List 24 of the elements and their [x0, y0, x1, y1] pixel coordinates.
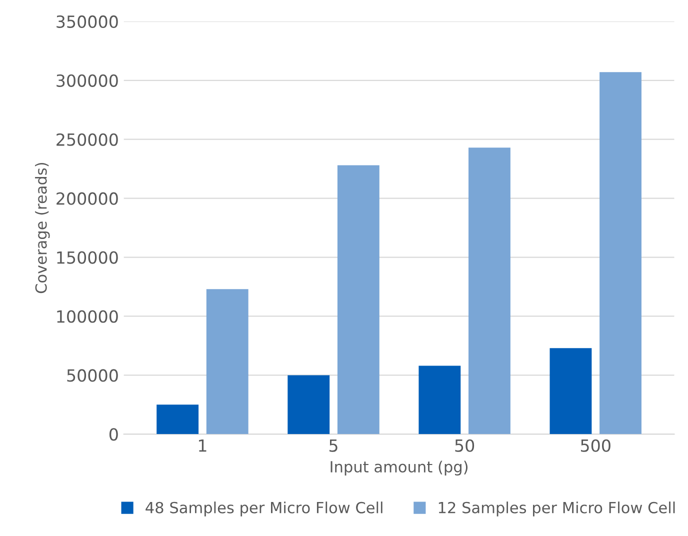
bar	[156, 404, 199, 434]
y-tick-label: 0	[109, 428, 118, 441]
x-axis-title: Input amount (pg)	[330, 460, 468, 476]
bar	[206, 289, 248, 434]
bar	[550, 348, 592, 434]
legend-label: 48 Samples per Micro Flow Cell	[146, 502, 382, 516]
y-tick-label: 50000	[67, 369, 118, 382]
y-tick-label: 350000	[56, 15, 118, 28]
bar	[600, 72, 642, 434]
x-tick-label: 1	[198, 440, 206, 452]
y-tick-label: 100000	[57, 310, 118, 323]
y-tick-label: 300000	[56, 74, 118, 87]
x-tick-label: 500	[580, 439, 610, 452]
legend-label: 12 Samples per Micro Flow Cell	[438, 502, 675, 516]
y-tick-label: 150000	[57, 251, 118, 264]
x-tick-label: 5	[330, 440, 338, 452]
bar	[418, 366, 461, 434]
y-tick-label: 200000	[56, 192, 118, 205]
x-tick-label: 50	[455, 439, 474, 452]
bar	[288, 375, 330, 434]
bar	[468, 148, 510, 434]
bar	[337, 165, 380, 434]
y-axis-title: Coverage (reads)	[35, 162, 50, 294]
y-tick-label: 250000	[56, 133, 118, 146]
